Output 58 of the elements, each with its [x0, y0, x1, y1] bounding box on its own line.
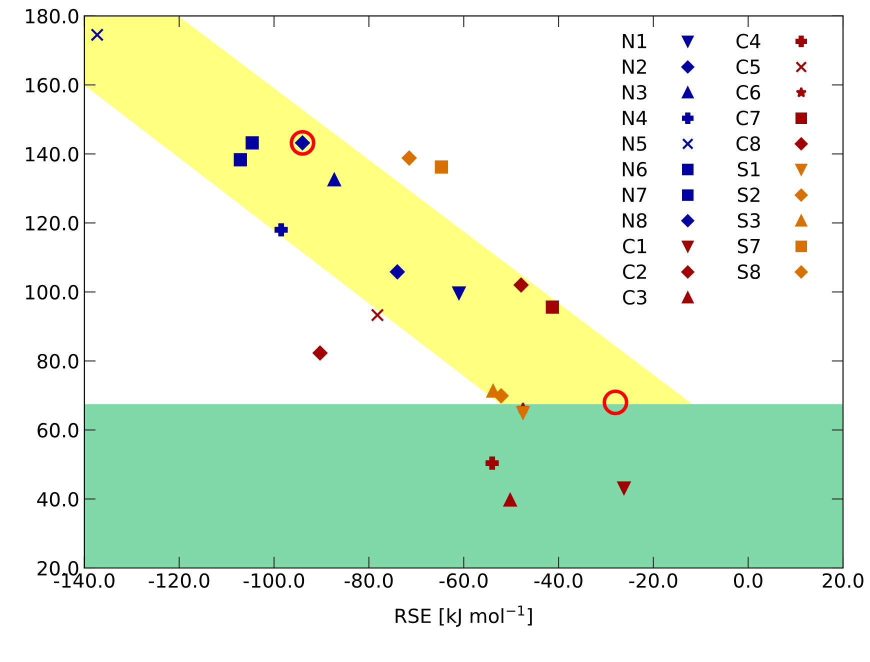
legend-label: C2 — [623, 264, 646, 280]
point — [90, 28, 104, 42]
y-tick-label: 60.0 — [38, 422, 78, 438]
point — [486, 456, 499, 470]
legend-label: S2 — [738, 187, 760, 202]
legend-label: N7 — [622, 188, 646, 202]
point — [494, 388, 508, 404]
legend-label: N2 — [622, 59, 646, 74]
point — [516, 406, 530, 420]
point — [602, 390, 628, 416]
legend-label: N5 — [622, 136, 646, 151]
x-tick-label: -40.0 — [534, 573, 582, 588]
legend-label: N4 — [622, 110, 647, 126]
point — [434, 160, 448, 174]
point — [370, 308, 384, 322]
legend-label: S1 — [738, 162, 760, 177]
legend-label: C4 — [736, 34, 760, 48]
legend-label: N8 — [622, 213, 647, 228]
y-tick-label: 140.0 — [26, 146, 78, 162]
y-tick-label: 120.0 — [26, 216, 78, 231]
legend-label: S3 — [738, 213, 760, 228]
point — [290, 130, 316, 156]
legend-label: S8 — [738, 264, 760, 280]
legend-label: C1 — [623, 238, 646, 254]
legend-label: N1 — [622, 34, 646, 48]
x-tick-label: -60.0 — [440, 573, 488, 588]
y-tick-label: 40.0 — [37, 492, 78, 507]
y-tick-label: 100.0 — [26, 284, 78, 300]
point — [504, 493, 517, 507]
point — [312, 346, 328, 360]
y-tick-label: 160.0 — [26, 78, 78, 93]
point — [546, 300, 559, 314]
legend-label: N3 — [622, 84, 646, 100]
x-tick-label: -100.0 — [244, 573, 304, 588]
legend-label: S7 — [738, 238, 760, 254]
x-axis-title: RSE [kJ mol$^{−1}$] — [396, 606, 532, 627]
legend-label: C8 — [736, 136, 760, 151]
y-tick-label: 180.0 — [26, 8, 78, 24]
x-tick-label: -80.0 — [344, 573, 393, 588]
legend-label: C7 — [736, 110, 760, 126]
point — [390, 264, 405, 280]
point — [452, 286, 466, 300]
x-tick-label: -20.0 — [629, 573, 678, 588]
point — [514, 278, 528, 292]
legend-label: C5 — [736, 59, 760, 74]
y-tick-label: 80.0 — [38, 354, 78, 369]
point — [246, 136, 259, 150]
point — [274, 223, 288, 236]
point — [617, 481, 631, 495]
point — [402, 150, 417, 166]
x-tick-label: -120.0 — [148, 573, 210, 588]
x-tick-label: 20.0 — [822, 573, 864, 588]
point — [328, 173, 341, 186]
legend-label: C6 — [736, 84, 760, 100]
legend-label: C3 — [623, 290, 646, 305]
x-tick-label: 0.0 — [734, 573, 762, 588]
legend-label: N6 — [622, 162, 647, 177]
point — [234, 153, 247, 166]
